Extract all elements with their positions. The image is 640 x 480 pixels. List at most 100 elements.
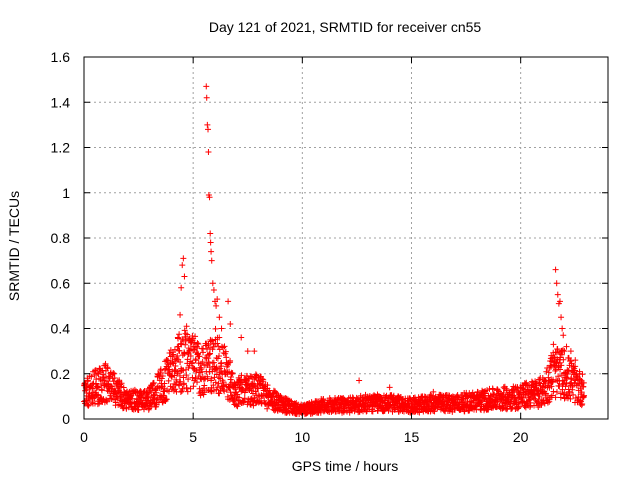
data-point bbox=[198, 366, 205, 373]
data-point bbox=[561, 348, 568, 355]
data-point bbox=[557, 366, 564, 373]
data-point bbox=[176, 347, 183, 354]
chart-title: Day 121 of 2021, SRMTID for receiver cn5… bbox=[209, 19, 482, 35]
y-axis-title: SRMTID / TECUs bbox=[6, 191, 22, 301]
data-point bbox=[205, 355, 212, 362]
data-point bbox=[107, 392, 114, 399]
data-point bbox=[570, 391, 577, 398]
data-point bbox=[545, 369, 552, 376]
data-point bbox=[206, 194, 213, 201]
data-point bbox=[548, 352, 555, 359]
data-point bbox=[356, 377, 363, 384]
data-point bbox=[216, 390, 223, 397]
grid-lines bbox=[84, 57, 608, 419]
y-tick-label: 1 bbox=[62, 185, 70, 201]
data-point bbox=[153, 389, 160, 396]
data-point bbox=[559, 325, 566, 332]
y-tick-label: 0.8 bbox=[51, 230, 71, 246]
data-point bbox=[544, 399, 551, 406]
data-point bbox=[563, 374, 570, 381]
data-point bbox=[157, 369, 164, 376]
data-point bbox=[555, 373, 562, 380]
data-point bbox=[564, 395, 571, 402]
data-point bbox=[552, 394, 559, 401]
data-point bbox=[252, 388, 259, 395]
data-point bbox=[369, 408, 376, 415]
data-point bbox=[503, 385, 510, 392]
data-point bbox=[568, 360, 575, 367]
data-point bbox=[207, 239, 214, 246]
data-point bbox=[181, 327, 188, 334]
data-point bbox=[499, 399, 506, 406]
data-point bbox=[565, 354, 572, 361]
data-point bbox=[555, 363, 562, 370]
data-point bbox=[206, 344, 213, 351]
data-point bbox=[477, 406, 484, 413]
data-point bbox=[120, 384, 127, 391]
data-point bbox=[185, 336, 192, 343]
data-point bbox=[215, 374, 222, 381]
data-point bbox=[196, 353, 203, 360]
data-point bbox=[227, 357, 234, 364]
data-point bbox=[192, 356, 199, 363]
data-point bbox=[82, 387, 89, 394]
data-point bbox=[214, 340, 221, 347]
data-point bbox=[244, 348, 251, 355]
data-point bbox=[556, 298, 563, 305]
data-point bbox=[111, 370, 118, 377]
data-point bbox=[222, 348, 229, 355]
data-point bbox=[214, 367, 221, 374]
data-point bbox=[430, 388, 437, 395]
data-point bbox=[181, 350, 188, 357]
data-point bbox=[523, 379, 530, 386]
data-point bbox=[215, 380, 222, 387]
data-point bbox=[548, 392, 555, 399]
data-point bbox=[249, 398, 256, 405]
data-point bbox=[182, 338, 189, 345]
data-point bbox=[92, 367, 99, 374]
data-point bbox=[221, 388, 228, 395]
x-axis-title: GPS time / hours bbox=[292, 458, 399, 474]
data-point bbox=[181, 273, 188, 280]
data-point bbox=[127, 400, 134, 407]
data-point bbox=[223, 354, 230, 361]
data-point bbox=[182, 330, 189, 337]
data-point bbox=[104, 398, 111, 405]
data-point bbox=[581, 392, 588, 399]
data-point bbox=[227, 389, 234, 396]
data-point bbox=[148, 389, 155, 396]
data-point bbox=[190, 383, 197, 390]
data-point bbox=[552, 266, 559, 273]
data-point bbox=[233, 396, 239, 403]
data-point bbox=[194, 379, 201, 386]
data-point bbox=[94, 401, 101, 408]
data-point bbox=[554, 346, 561, 353]
data-point bbox=[185, 376, 192, 383]
data-point bbox=[390, 392, 397, 399]
data-point bbox=[208, 377, 215, 384]
data-point bbox=[194, 340, 201, 347]
data-point bbox=[564, 371, 571, 378]
data-point bbox=[118, 380, 125, 387]
data-point bbox=[176, 382, 183, 389]
data-point bbox=[536, 393, 543, 400]
data-point bbox=[461, 408, 468, 415]
data-point bbox=[93, 383, 100, 390]
y-tick-label: 1.4 bbox=[51, 94, 71, 110]
data-point bbox=[208, 257, 215, 264]
data-point bbox=[580, 379, 587, 386]
data-point bbox=[527, 399, 534, 406]
data-point bbox=[163, 396, 170, 403]
data-point bbox=[559, 386, 566, 393]
data-point bbox=[572, 363, 579, 370]
data-point bbox=[558, 362, 565, 369]
data-point bbox=[97, 394, 104, 401]
data-point bbox=[437, 406, 444, 413]
data-point bbox=[161, 380, 168, 387]
data-point bbox=[553, 388, 560, 395]
data-point bbox=[576, 370, 583, 377]
data-point bbox=[221, 367, 228, 374]
data-point bbox=[206, 351, 213, 358]
data-point bbox=[84, 378, 91, 385]
data-point bbox=[391, 405, 398, 412]
